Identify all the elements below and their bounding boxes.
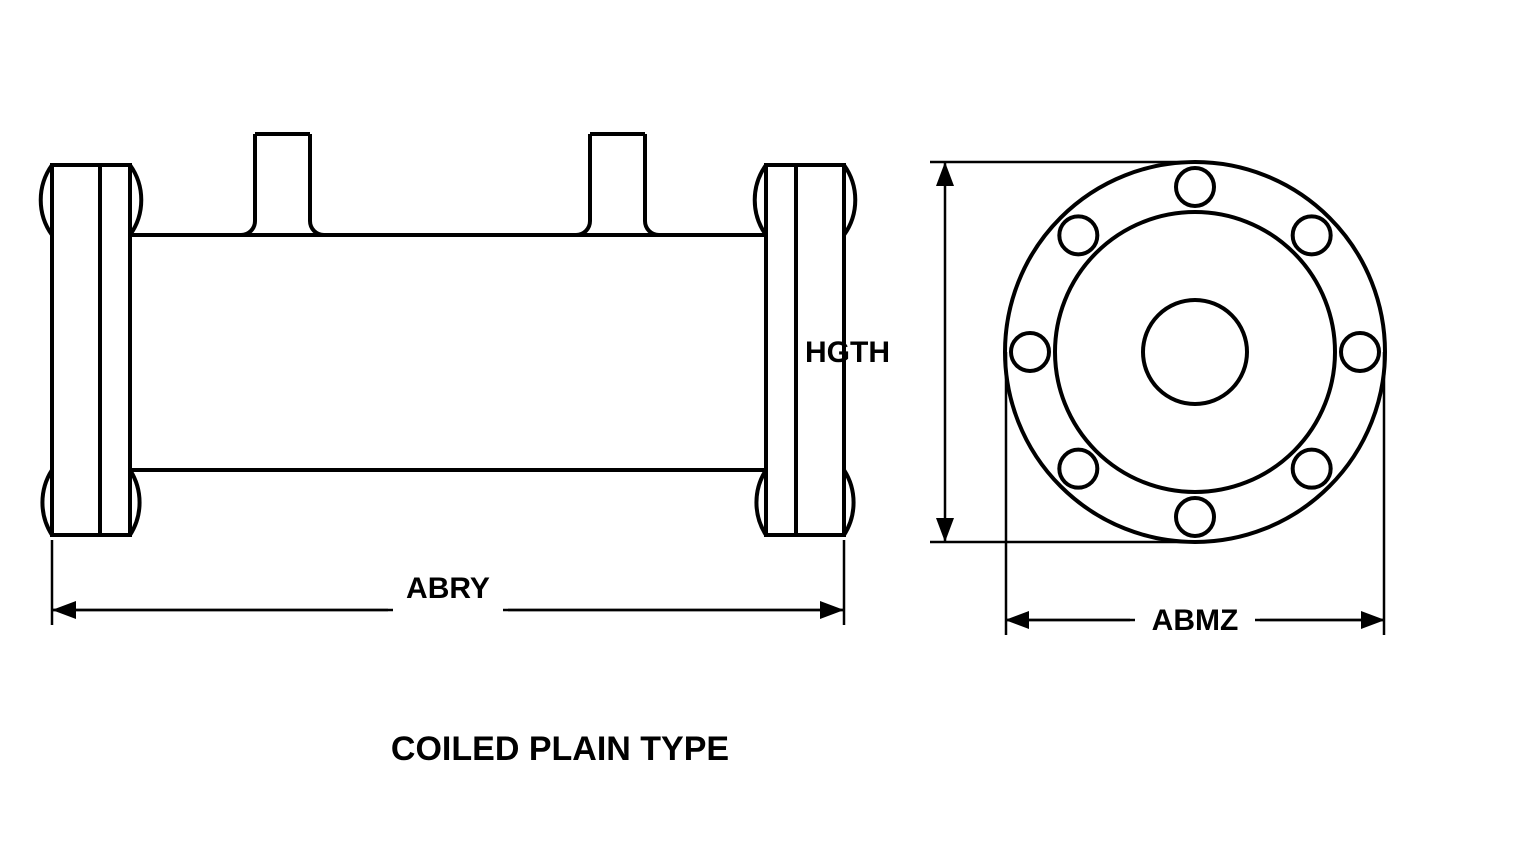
dimension-hgth: HGTH — [805, 162, 1195, 542]
bolt-hole — [1341, 333, 1379, 371]
side-view — [41, 134, 856, 535]
diagram-title: COILED PLAIN TYPE — [391, 730, 729, 768]
abry-label: ABRY — [406, 572, 490, 605]
bolt-hole — [1059, 450, 1097, 488]
bolt-hole — [1176, 498, 1214, 536]
abmz-label: ABMZ — [1152, 604, 1239, 637]
bolt-hole — [1176, 168, 1214, 206]
bolt-hole — [1011, 333, 1049, 371]
bolt-hole — [1293, 216, 1331, 254]
bolt-hole — [1293, 450, 1331, 488]
bolt-hole — [1059, 216, 1097, 254]
dimension-abry: ABRY — [52, 540, 844, 626]
engineering-diagram: ABRY HGTH ABMZ COILED PLAIN TYPE — [0, 0, 1514, 856]
hgth-label: HGTH — [805, 336, 890, 369]
end-view — [1005, 162, 1385, 542]
